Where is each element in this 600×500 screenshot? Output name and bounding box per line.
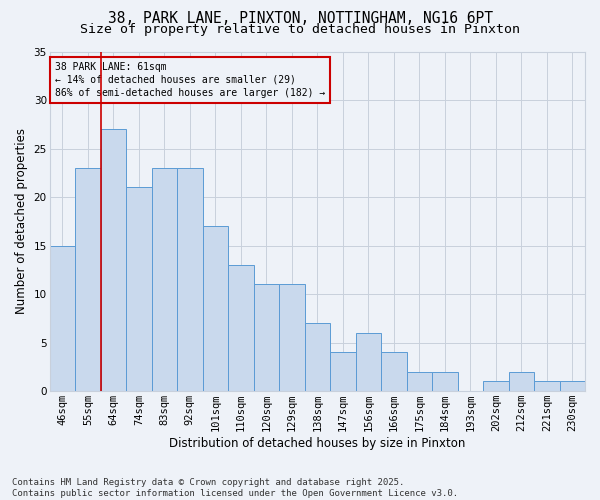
Bar [254,284,279,391]
Bar [75,168,101,391]
Text: 38, PARK LANE, PINXTON, NOTTINGHAM, NG16 6PT: 38, PARK LANE, PINXTON, NOTTINGHAM, NG16… [107,11,493,26]
Text: Size of property relative to detached houses in Pinxton: Size of property relative to detached ho… [80,22,520,36]
Text: Contains HM Land Registry data © Crown copyright and database right 2025.
Contai: Contains HM Land Registry data © Crown c… [12,478,458,498]
Bar [101,129,126,391]
Bar [356,333,381,391]
Bar [50,246,75,391]
Bar [126,188,152,391]
Bar [152,168,177,391]
Bar [305,323,330,391]
Bar [432,372,458,391]
Bar [509,372,534,391]
Bar [560,382,585,391]
Bar [483,382,509,391]
Bar [228,265,254,391]
Bar [381,352,407,391]
Bar [177,168,203,391]
Bar [407,372,432,391]
Bar [279,284,305,391]
X-axis label: Distribution of detached houses by size in Pinxton: Distribution of detached houses by size … [169,437,466,450]
Text: 38 PARK LANE: 61sqm
← 14% of detached houses are smaller (29)
86% of semi-detach: 38 PARK LANE: 61sqm ← 14% of detached ho… [55,62,325,98]
Y-axis label: Number of detached properties: Number of detached properties [15,128,28,314]
Bar [203,226,228,391]
Bar [534,382,560,391]
Bar [330,352,356,391]
